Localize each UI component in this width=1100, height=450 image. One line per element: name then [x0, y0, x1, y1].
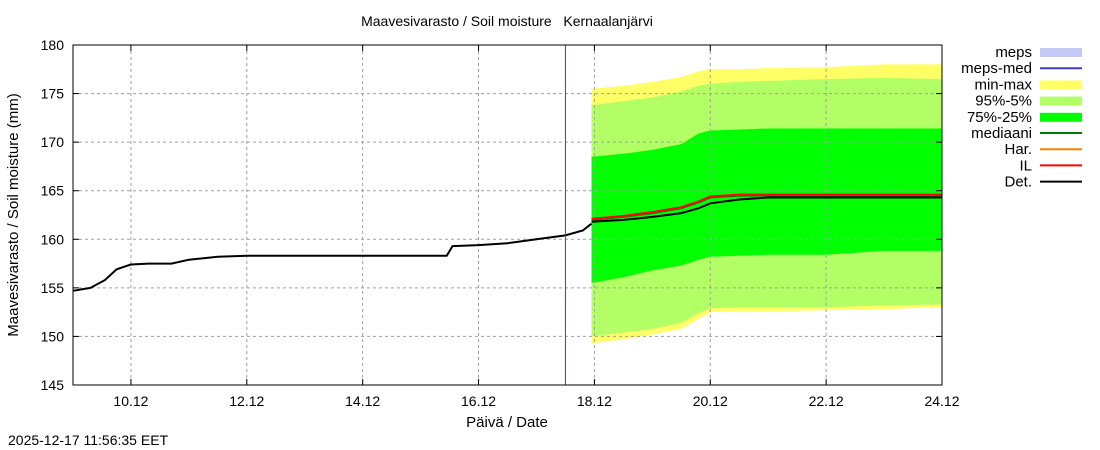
y-axis-ticks: 145 150 155 160 165 170 175 180: [41, 37, 942, 393]
legend-label: IL: [1019, 157, 1032, 174]
legend-label: mediaani: [971, 125, 1032, 142]
legend: mepsmeps-medmin-max95%-5%75%-25%mediaani…: [961, 44, 1082, 191]
y-tick-label: 145: [41, 377, 65, 393]
x-axis-ticks: 10.12 12.12 14.12 16.12 18.12 20.12 22.12 24.12: [113, 45, 960, 409]
x-tick-label: 10.12: [113, 393, 148, 409]
legend-label: Det.: [1004, 174, 1032, 191]
legend-swatch: [1040, 96, 1082, 106]
legend-label: meps-med: [961, 60, 1032, 77]
x-tick-label: 12.12: [229, 393, 264, 409]
x-tick-label: 24.12: [924, 393, 959, 409]
band-75-25: [591, 128, 942, 283]
y-tick-label: 155: [41, 280, 65, 296]
y-tick-label: 170: [41, 134, 65, 150]
chart-title: Maavesivarasto / Soil moisture Kernaalan…: [361, 13, 653, 29]
y-tick-label: 160: [41, 231, 65, 247]
legend-item: mediaani: [971, 125, 1082, 142]
legend-item: meps-med: [961, 60, 1082, 77]
legend-label: 95%-5%: [975, 93, 1032, 110]
y-tick-label: 165: [41, 183, 65, 199]
legend-label: 75%-25%: [967, 109, 1032, 126]
legend-label: min-max: [974, 76, 1032, 93]
legend-item: 75%-25%: [967, 109, 1082, 126]
y-tick-label: 175: [41, 86, 65, 102]
y-tick-label: 180: [41, 37, 65, 53]
series-lines: [72, 193, 942, 292]
x-tick-label: 22.12: [809, 393, 844, 409]
legend-label: meps: [995, 44, 1032, 61]
legend-swatch: [1040, 48, 1082, 57]
grid-lines: [73, 45, 942, 385]
x-tick-label: 16.12: [461, 393, 496, 409]
x-tick-label: 14.12: [345, 393, 380, 409]
legend-item: meps: [995, 44, 1082, 61]
legend-label: Har.: [1004, 141, 1032, 158]
timestamp: 2025-12-17 11:56:35 EET: [8, 432, 169, 448]
legend-item: IL: [1019, 157, 1082, 174]
x-axis-label: Päivä / Date: [466, 414, 548, 431]
legend-item: min-max: [974, 76, 1082, 93]
forecast-bands: [591, 64, 942, 344]
series-line-il: [591, 193, 942, 220]
y-axis-label: Maavesivarasto / Soil moisture (mm): [5, 93, 22, 336]
series-line-det-: [591, 196, 942, 223]
x-tick-label: 18.12: [577, 393, 612, 409]
y-tick-label: 150: [41, 328, 65, 344]
observed-line: [72, 222, 593, 292]
legend-item: Har.: [1004, 141, 1082, 158]
legend-swatch: [1040, 112, 1082, 122]
plot-frame: [72, 44, 943, 386]
legend-item: Det.: [1004, 174, 1082, 191]
legend-item: 95%-5%: [975, 93, 1082, 110]
x-tick-label: 20.12: [693, 393, 728, 409]
legend-swatch: [1040, 80, 1082, 90]
